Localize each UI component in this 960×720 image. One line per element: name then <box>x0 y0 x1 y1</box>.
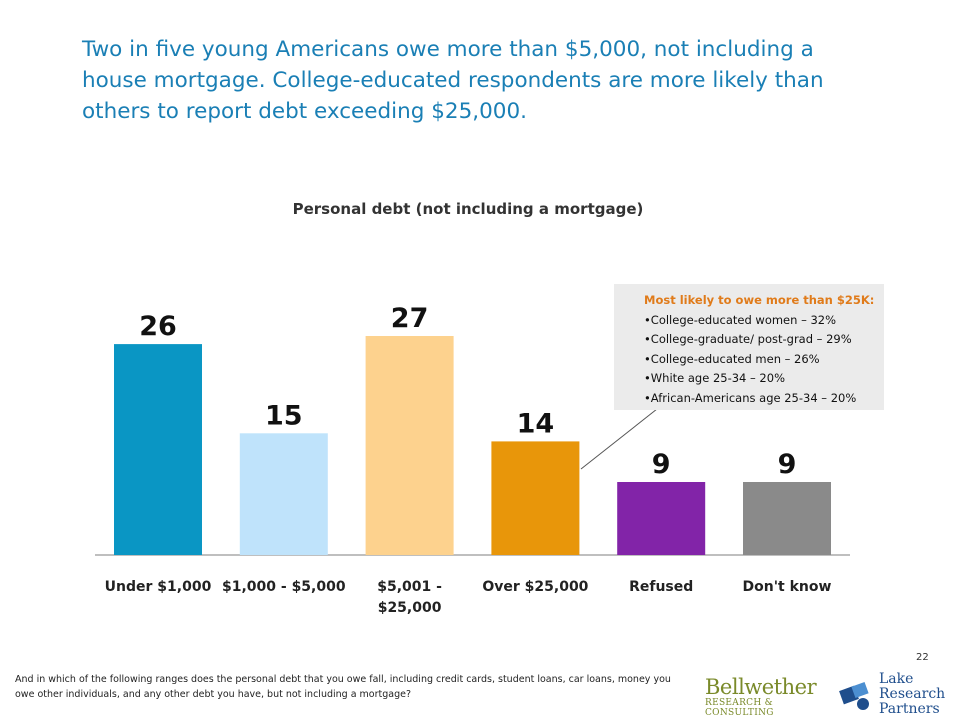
data-label: 14 <box>517 408 555 439</box>
lake-research-logo: Lake Research Partners <box>835 672 955 718</box>
callout-item: •College-graduate/ post-grad – 29% <box>644 332 852 346</box>
bars-layer: 26 Under $1,000 15 $1,000 - $5,000 27 $5,001 … <box>105 303 832 616</box>
bar <box>743 482 831 555</box>
lake-logo-line2: Research <box>879 686 946 702</box>
x-tick-label: $1,000 - $5,000 <box>222 579 346 595</box>
x-tick-label: Refused <box>629 579 693 595</box>
data-label: 9 <box>652 449 671 480</box>
headline: Two in five young Americans owe more tha… <box>82 37 824 124</box>
data-label: 27 <box>391 303 429 334</box>
footnote: And in which of the following ranges doe… <box>15 674 671 700</box>
bellwether-logo: Bellwether RESEARCH & CONSULTING <box>705 675 830 718</box>
data-label: 26 <box>139 311 177 342</box>
x-tick-label: Over $25,000 <box>482 579 588 595</box>
bar <box>239 433 328 555</box>
x-tick-label: Don't know <box>743 579 832 595</box>
page-number: 22 <box>916 652 929 663</box>
x-tick-label: $25,000 <box>378 600 442 616</box>
lake-logo-line3: Partners <box>879 701 940 717</box>
bellwether-logo-tagline: RESEARCH & CONSULTING <box>705 698 774 718</box>
callout-item: •College-educated women – 32% <box>644 312 837 327</box>
callout-box: Most likely to owe more than $25K: •Coll… <box>614 284 884 410</box>
bar <box>365 336 454 555</box>
chart-title: Personal debt (not including a mortgage) <box>0 200 960 218</box>
callout-item: •African-Americans age 25-34 – 20% <box>644 390 857 405</box>
callout-item: •White age 25-34 – 20% <box>644 371 785 385</box>
bar <box>617 482 706 555</box>
chart-title-text: Personal debt (not including a mortgage) <box>292 200 644 218</box>
bar <box>491 441 580 555</box>
puzzle-icon <box>839 681 869 710</box>
callout-heading: Most likely to owe more than $25K: <box>644 293 875 307</box>
data-label: 9 <box>778 449 797 480</box>
callout-item: •College-educated men – 26% <box>644 351 820 366</box>
bar-chart: 26 Under $1,000 15 $1,000 - $5,000 27 $5,001 … <box>95 303 850 616</box>
data-label: 15 <box>265 400 303 431</box>
lake-logo-line1: Lake <box>879 671 914 687</box>
bar <box>114 344 202 555</box>
callout-leader-line <box>580 408 658 470</box>
x-tick-label: Under $1,000 <box>105 579 212 595</box>
x-tick-label: $5,001 - <box>377 579 442 595</box>
bellwether-logo-name: Bellwether <box>705 675 817 699</box>
